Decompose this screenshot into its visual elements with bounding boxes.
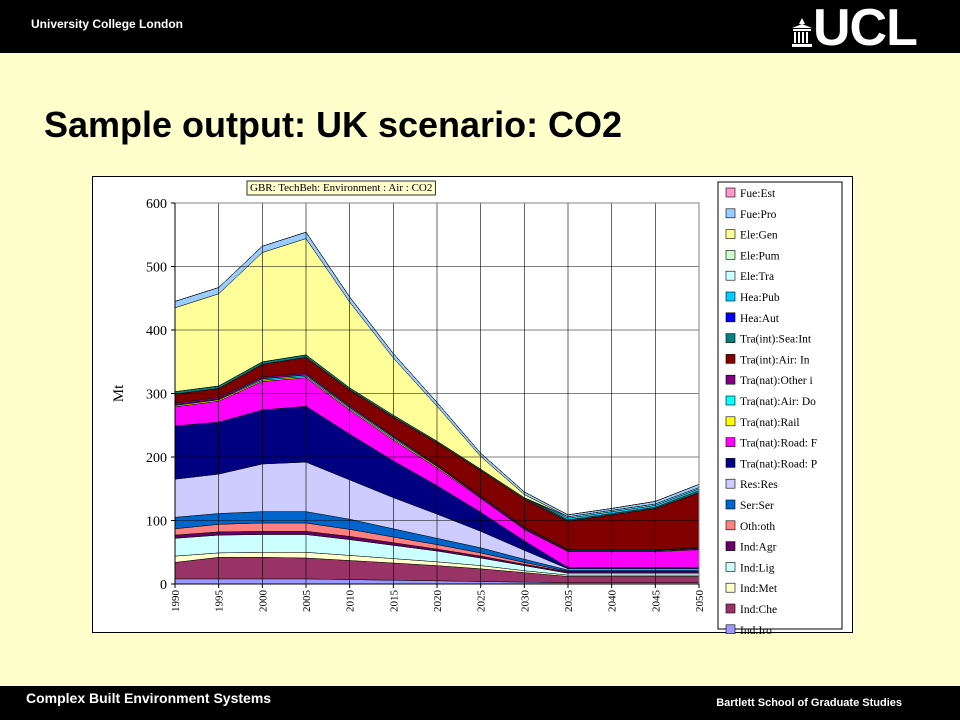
legend-label-tra-int-sea-int: Tra(int):Sea:Int [740,334,812,346]
legend-swatch-ele-pum [725,250,736,260]
bottom-bar: Complex Built Environment Systems Bartle… [0,686,960,720]
legend-label-tra-nat-rail: Tra(nat):Rail [740,417,800,429]
legend-swatch-hea-pub [725,291,736,302]
legend-swatch-tra-int-air-in [725,354,736,364]
legend-swatch-tra-nat-rail [725,416,736,427]
legend-swatch-ele-tra [725,270,736,281]
portico-icon [792,18,812,47]
legend-swatch-hea-aut [725,312,736,323]
legend-label-tra-nat-other-i: Tra(nat):Other i [740,375,813,387]
x-tick-label: 2005 [301,590,313,613]
legend-swatch-res-res [725,478,736,489]
legend-label-ind-met: Ind:Met [740,583,778,595]
footer-right: Bartlett School of Graduate Studies [716,697,902,709]
y-tick-label: 100 [146,515,167,530]
y-tick-label: 0 [160,578,167,593]
legend-swatch-ind-che [725,603,736,614]
legend-label-ele-tra: Ele:Tra [740,271,774,283]
legend-swatch-ind-met [725,582,736,593]
x-tick-label: 2035 [563,590,575,613]
chart-title: GBR: TechBeh: Environment : Air : CO2 [250,182,432,194]
ucl-logo: UCL [791,2,936,54]
legend-swatch-tra-nat-road-f [725,437,736,447]
x-tick-label: 2020 [432,590,444,613]
legend-swatch-tra-int-sea-int [725,333,736,343]
legend-swatch-oth-oth [725,520,736,531]
logo-text: UCL [813,0,918,57]
footer-left: Complex Built Environment Systems [26,690,272,706]
x-tick-label: 2050 [694,590,706,613]
legend-label-res-res: Res:Res [740,479,778,491]
y-tick-label: 500 [146,261,167,276]
legend-label-hea-aut: Hea:Aut [740,313,780,325]
legend-label-fue-pro: Fue:Pro [740,209,777,221]
legend-swatch-ind-iro [725,624,736,634]
legend-swatch-ind-lig [725,562,736,572]
x-tick-label: 2030 [519,590,531,613]
legend-label-ind-che: Ind:Che [740,604,777,616]
legend-swatch-tra-nat-road-p [725,458,736,468]
x-tick-label: 2000 [257,590,269,613]
legend [717,181,843,630]
legend-swatch-ind-agr [725,541,736,551]
x-tick-label: 2045 [650,590,662,613]
institution-name: University College London [31,17,184,31]
y-axis-label: Mt [111,384,127,402]
y-tick-label: 200 [146,451,167,466]
legend-swatch-fue-pro [725,208,736,219]
x-tick-label: 1990 [170,590,182,613]
legend-label-ele-gen: Ele:Gen [740,230,778,242]
y-tick-label: 600 [146,197,167,212]
legend-label-oth-oth: Oth:oth [740,521,775,533]
chart-container: 0 100 200 300 400 500 600 1990 1995 2000 2005 2010 2… [92,176,853,634]
x-tick-label: 1995 [214,590,226,613]
legend-label-ind-lig: Ind:Lig [740,562,775,574]
legend-swatch-tra-nat-air-do [725,395,736,406]
legend-swatch-tra-nat-other-i [725,374,736,385]
legend-label-tra-nat-road-p: Tra(nat):Road: P [740,458,817,470]
top-bar: University College London UCL [0,0,960,54]
legend-label-fue-est: Fue:Est [740,188,776,200]
x-tick-label: 2015 [388,590,400,613]
co2-area-chart: 0 100 200 300 400 500 600 1990 1995 2000 2005 2010 2… [111,180,843,634]
legend-label-ind-iro: Ind:Iro [740,625,772,634]
legend-label-tra-nat-air-do: Tra(nat):Air: Do [740,396,816,408]
y-tick-label: 400 [146,324,167,339]
x-tick-label: 2040 [607,590,619,613]
legend-label-hea-pub: Hea:Pub [740,292,780,304]
slide-title: Sample output: UK scenario: CO2 [44,104,623,145]
legend-label-tra-nat-road-f: Tra(nat):Road: F [740,438,817,450]
x-tick-label: 2010 [345,590,357,613]
legend-swatch-ser-ser [725,499,736,510]
legend-swatch-ele-gen [725,229,736,239]
chart-title-box [246,180,436,196]
legend-swatch-fue-est [725,187,736,198]
legend-label-ele-pum: Ele:Pum [740,250,780,262]
legend-label-tra-int-air-in: Tra(int):Air: In [740,354,810,366]
y-tick-label: 300 [146,388,167,403]
legend-label-ser-ser: Ser:Ser [740,500,774,512]
legend-label-ind-agr: Ind:Agr [740,542,777,554]
x-tick-label: 2025 [476,590,488,613]
